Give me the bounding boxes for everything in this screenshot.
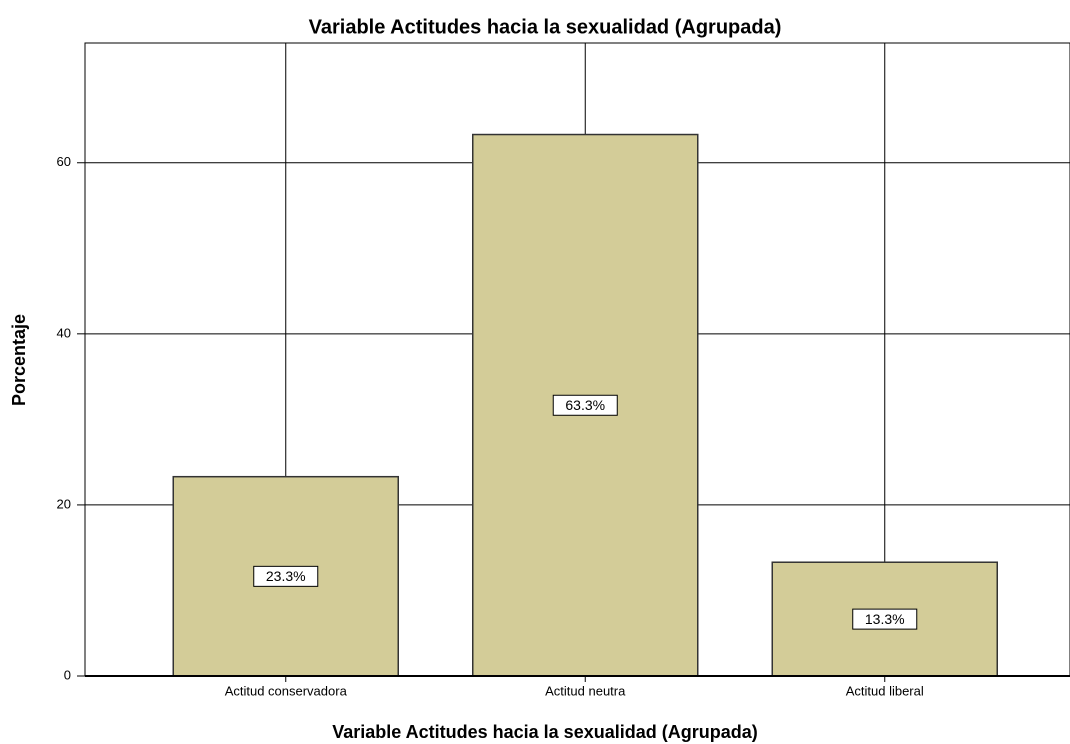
x-tick-label: Actitud neutra [545,683,626,698]
value-label-box [552,394,618,416]
value-label-box [253,565,319,587]
value-label: 23.3% [266,568,306,584]
x-tick-label: Actitud conservadora [225,683,348,698]
x-axis-title: Variable Actitudes hacia la sexualidad (… [332,722,757,742]
value-label: 13.3% [865,611,905,627]
y-tick-label: 60 [57,154,71,169]
y-tick-label: 0 [64,667,71,682]
value-label: 63.3% [565,397,605,413]
value-label-box [852,608,918,630]
chart-title: Variable Actitudes hacia la sexualidad (… [309,16,782,38]
y-axis-title: Porcentaje [9,314,29,406]
y-tick-label: 40 [57,325,71,340]
bar [771,561,998,677]
y-tick-label: 20 [57,496,71,511]
x-tick-label: Actitud liberal [846,683,924,698]
